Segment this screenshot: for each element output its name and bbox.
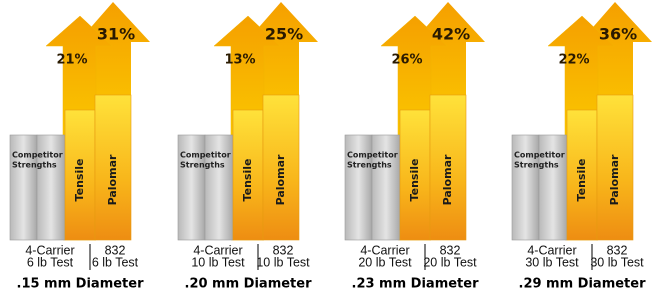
left-caption: 6 lb Test — [27, 255, 74, 269]
right-caption: 6 lb Test — [92, 255, 139, 269]
left-caption: 10 lb Test — [191, 255, 245, 269]
competitor-label: Strengths — [180, 161, 225, 170]
competitor-label: Strengths — [12, 161, 57, 170]
palomar-gain: 36% — [599, 25, 637, 44]
tensile-label: Tensile — [575, 159, 588, 202]
competitor-label: Competitor — [347, 151, 398, 160]
tensile-label: Tensile — [241, 159, 254, 202]
competitor-label: Competitor — [12, 151, 63, 160]
right-caption: 10 lb Test — [256, 255, 310, 269]
tensile-label: Tensile — [73, 159, 86, 202]
competitor-label: Strengths — [514, 161, 559, 170]
tensile-gain: 13% — [224, 53, 255, 68]
palomar-label: Palomar — [274, 154, 287, 205]
left-caption: 30 lb Test — [525, 255, 579, 269]
diameter: .29 mm Diameter — [519, 277, 647, 292]
right-caption: 20 lb Test — [423, 255, 477, 269]
right-caption: 30 lb Test — [590, 255, 644, 269]
competitor-label: Competitor — [180, 151, 231, 160]
tensile-gain: 26% — [391, 53, 422, 68]
competitor-label: Competitor — [514, 151, 565, 160]
palomar-gain: 31% — [97, 25, 135, 44]
diameter: .15 mm Diameter — [17, 277, 145, 292]
left-caption: 20 lb Test — [358, 255, 412, 269]
palomar-gain: 42% — [432, 25, 470, 44]
tensile-gain: 21% — [56, 53, 87, 68]
competitor-label: Strengths — [347, 161, 392, 170]
palomar-label: Palomar — [608, 154, 621, 205]
palomar-label: Palomar — [441, 154, 454, 205]
tensile-gain: 22% — [558, 53, 589, 68]
diameter: .20 mm Diameter — [185, 277, 313, 292]
palomar-gain: 25% — [265, 25, 303, 44]
diameter: .23 mm Diameter — [352, 277, 480, 292]
palomar-label: Palomar — [106, 154, 119, 205]
tensile-label: Tensile — [408, 159, 421, 202]
infographic: 21%31%CompetitorStrengthsTensilePalomar4… — [0, 0, 666, 303]
